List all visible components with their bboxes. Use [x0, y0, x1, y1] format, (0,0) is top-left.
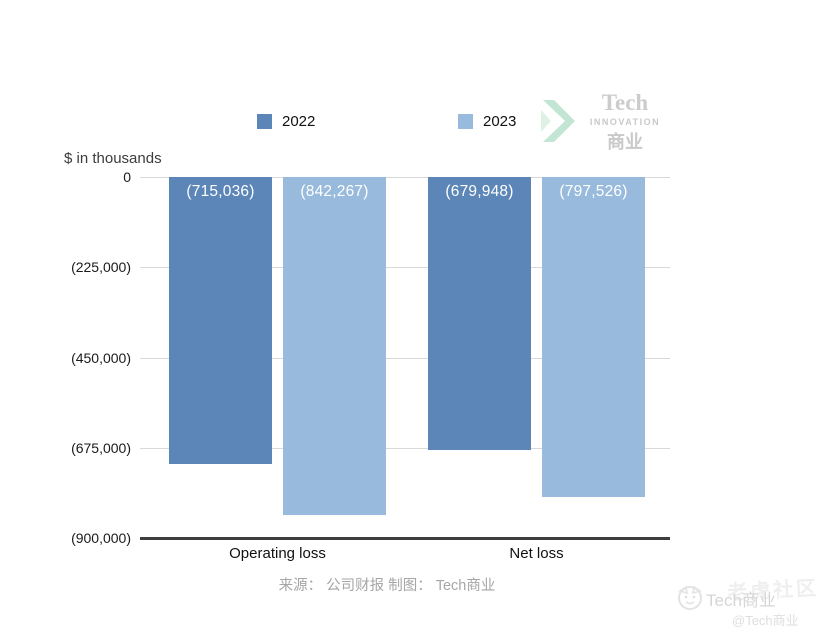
legend-swatch-2023 — [458, 114, 473, 129]
bar-value-label: (679,948) — [445, 183, 514, 200]
bar-2022-net-loss: (679,948) — [428, 177, 531, 450]
x-category-label: Operating loss — [229, 545, 326, 562]
watermark-account-handle: @Tech商业 — [732, 613, 799, 628]
bar-value-label: (797,526) — [559, 183, 628, 200]
account-watermark: 老虎社区 Tech商业 @Tech商业 — [672, 572, 827, 636]
gridline — [140, 267, 670, 269]
source-caption: 来源： 公司财报 制图： Tech商业 — [278, 578, 496, 594]
chevron-arrow-icon — [541, 100, 575, 142]
plot-area: (715,036) (842,267) (679,948) (797,526) — [140, 177, 670, 540]
legend-swatch-2022 — [257, 114, 272, 129]
gridline — [140, 447, 670, 449]
x-category-label: Net loss — [509, 545, 564, 562]
x-axis-labels: Operating loss Net loss — [140, 545, 670, 565]
tiger-logo-icon — [678, 585, 702, 610]
bar-2023-net-loss: (797,526) — [542, 177, 645, 497]
bar-2023-operating-loss: (842,267) — [283, 177, 386, 515]
y-axis-title: $ in thousands — [64, 150, 162, 167]
bar-value-label: (842,267) — [300, 183, 369, 200]
x-axis-line — [140, 537, 670, 540]
gridline — [140, 177, 670, 178]
y-tick-label: 0 — [123, 169, 131, 185]
brand-name-text: Tech — [601, 90, 649, 115]
legend-label-2022: 2022 — [282, 113, 316, 130]
watermark-account-name: Tech商业 — [706, 591, 776, 610]
bar-value-label: (715,036) — [186, 183, 255, 200]
legend-label-2023: 2023 — [483, 113, 517, 130]
y-tick-label: (900,000) — [71, 530, 131, 546]
y-tick-label: (225,000) — [71, 259, 131, 276]
gridline — [140, 357, 670, 359]
y-tick-label: (675,000) — [71, 439, 131, 456]
y-tick-label: (450,000) — [71, 349, 131, 366]
legend-item-2022: 2022 — [257, 114, 315, 129]
brand-subtitle-text: INNOVATION — [589, 117, 661, 127]
legend-item-2023: 2023 — [458, 114, 516, 129]
brand-watermark: Tech INNOVATION 商业 — [541, 88, 671, 154]
brand-cn-text: 商业 — [607, 132, 643, 152]
bar-2022-operating-loss: (715,036) — [169, 177, 272, 464]
